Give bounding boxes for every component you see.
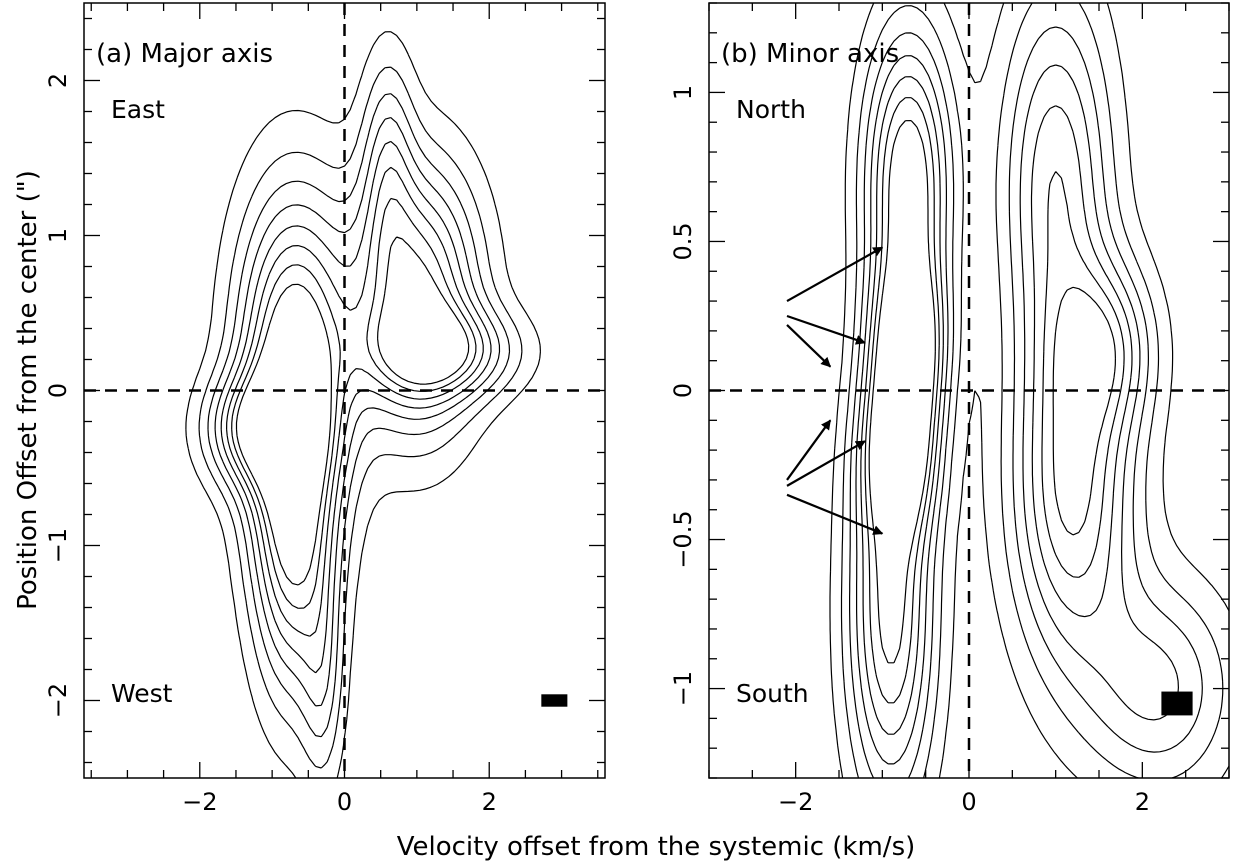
panel-title-minor-axis: (b) Minor axis	[721, 39, 899, 69]
contour-level-5	[860, 76, 1133, 735]
y-tick-label: −1	[669, 671, 697, 706]
contour-level-6	[226, 166, 484, 637]
y-tick-label: 1	[669, 85, 697, 100]
x-tick-label: 0	[961, 788, 976, 816]
annotation-arrow-5	[786, 440, 866, 487]
panel-title-major-axis: (a) Major axis	[96, 39, 273, 69]
beam-size-marker	[1161, 691, 1193, 716]
y-tick-label: 0	[669, 383, 697, 398]
y-tick-label: 1	[44, 228, 72, 243]
contour-level-4	[214, 117, 501, 707]
axes-minor-axis: −2 0 2 −1 −0.5 0 0.5 1	[669, 2, 1230, 816]
y-tick-label: −0.5	[669, 510, 697, 568]
y-tick-label: −2	[44, 683, 72, 718]
x-tick-label: 0	[337, 788, 352, 816]
x-axis-title: Velocity offset from the systemic (km/s)	[397, 832, 916, 862]
panel-minor-axis: −2 0 2 −1 −0.5 0 0.5 1 (b) Minor axis North Sou…	[669, 2, 1230, 816]
contour-level-3	[207, 93, 511, 738]
contour-level-1	[829, 3, 1229, 778]
contour-level-6	[864, 97, 1125, 704]
y-tick-label: 2	[44, 73, 72, 88]
contour-level-1	[185, 31, 541, 778]
y-tick-label: 0.5	[669, 222, 697, 260]
contours-minor-axis	[709, 3, 1229, 778]
annotation-arrow-2	[786, 314, 866, 345]
annotation-arrow-6	[786, 493, 884, 535]
contour-level-7	[868, 120, 1116, 664]
annotation-arrow-1	[786, 246, 884, 303]
contour-level-8	[235, 236, 470, 586]
contour-level-2	[198, 66, 523, 769]
label-west: West	[111, 679, 173, 708]
label-east: East	[111, 95, 165, 124]
beam-size-marker	[541, 694, 568, 707]
contour-level-7	[231, 197, 477, 609]
x-tick-label: 2	[482, 788, 497, 816]
y-axis-title: Position Offset from the center (")	[13, 170, 43, 610]
contour-level-2	[840, 3, 1224, 778]
contour-level-4	[855, 55, 1179, 765]
x-tick-label: 2	[1135, 788, 1150, 816]
contour-level-3	[849, 26, 1203, 778]
x-tick-label: −2	[182, 788, 217, 816]
annotation-arrow-4	[786, 419, 832, 481]
annotation-arrow-3	[786, 324, 832, 368]
x-tick-label: −2	[778, 788, 813, 816]
label-north: North	[736, 95, 806, 124]
contour-level-5	[220, 140, 492, 674]
axes-major-axis: −2 0 2 −2 −1 0 1 2	[44, 2, 606, 816]
panel-major-axis: −2 0 2 −2 −1 0 1 2 (a) Major axis East West	[44, 2, 606, 816]
y-tick-label: 0	[44, 383, 72, 398]
y-tick-label: −1	[44, 528, 72, 563]
label-south: South	[736, 679, 809, 708]
contours-major-axis	[84, 3, 605, 778]
